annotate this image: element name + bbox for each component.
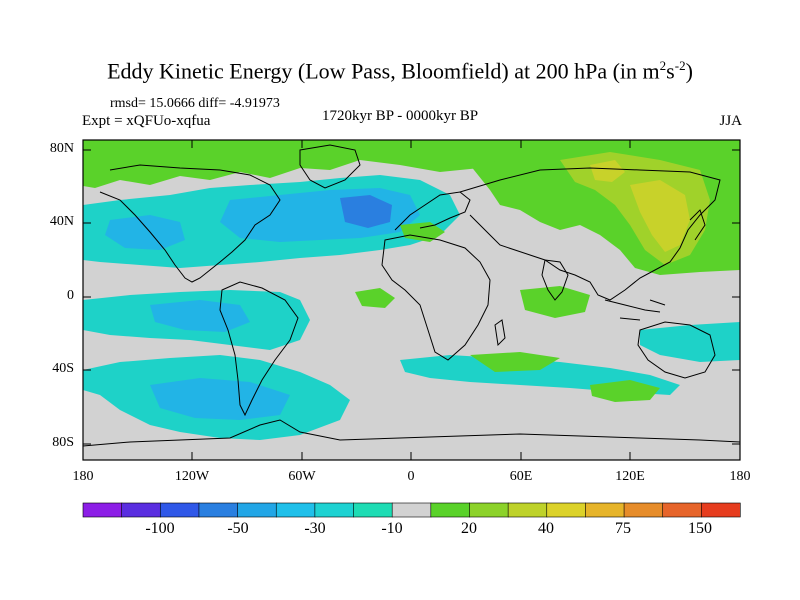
colorbar-label: -100 (145, 520, 175, 537)
negative-mid-north-pacific (105, 215, 185, 250)
colorbar-swatch (275, 502, 316, 518)
colorbar-swatch (623, 502, 664, 518)
positive-patch-atlantic (355, 288, 395, 308)
coastline-north-america (99, 164, 281, 283)
colorbar-label: 20 (461, 520, 477, 537)
colorbar-swatch (701, 502, 741, 518)
colorbar-label: -10 (381, 520, 403, 537)
coastline-africa (381, 234, 491, 361)
colorbar-swatch (662, 502, 702, 518)
coastline-greenland (299, 144, 361, 189)
colorbar-label: 40 (538, 520, 554, 537)
period-label: 1720kyr BP - 0000kyr BP (321, 108, 479, 124)
lon-label-120e: 120E (615, 469, 645, 484)
lon-label-0: 0 (407, 469, 415, 484)
colorbar (82, 502, 741, 518)
colorbar-swatch (430, 502, 471, 518)
coastline-japan (689, 209, 706, 241)
negative-mid-southern-ocean (150, 378, 290, 420)
negative-region-east-pacific (640, 322, 740, 362)
positive-peak-asia-north (590, 160, 625, 182)
colorbar-swatch (121, 502, 161, 518)
negative-mid-south-pacific (150, 300, 250, 332)
colorbar-swatch (469, 502, 509, 518)
colorbar-swatch (391, 502, 432, 518)
colorbar-label: -50 (227, 520, 249, 537)
colorbar-label: 75 (615, 520, 631, 537)
positive-patch-africa (520, 286, 590, 318)
colorbar-swatch (585, 502, 625, 518)
stats-text: rmsd= 15.0666 diff= -4.91973 (110, 96, 280, 111)
season-label: JJA (719, 113, 742, 129)
coastline-antarctica (83, 419, 740, 447)
coastlines (83, 144, 740, 447)
coastline-europe (394, 191, 471, 231)
colorbar-swatch (198, 502, 239, 518)
map-field (83, 140, 740, 460)
coastline-madagascar (494, 319, 506, 347)
map-ticks (83, 140, 740, 460)
colorbar-swatch (353, 502, 393, 518)
negative-core-north-atlantic (340, 195, 392, 228)
lon-label-60e: 60E (509, 469, 533, 484)
lat-label-40n: 40N (49, 214, 74, 229)
colorbar-swatch (507, 502, 548, 518)
coastline-asia (459, 167, 721, 301)
colorbar-label: -30 (304, 520, 326, 537)
lon-label-180e: 180 (729, 469, 751, 484)
plot-title: Eddy Kinetic Energy (Low Pass, Bloomfiel… (107, 58, 693, 84)
positive-patch-europe (400, 222, 445, 242)
lat-label-0: 0 (67, 288, 74, 303)
colorbar-swatch (159, 502, 200, 518)
lat-label-40s: 40S (52, 361, 74, 376)
colorbar-swatch (314, 502, 355, 518)
lat-label-80n: 80N (49, 141, 74, 156)
coastline-india (541, 259, 569, 301)
colorbar-label: 150 (688, 520, 712, 537)
coastline-indonesia (604, 299, 666, 321)
colorbar-swatch (546, 502, 587, 518)
lat-label-80s: 80S (52, 435, 74, 450)
colorbar-swatch (82, 502, 123, 518)
coastline-australia (637, 321, 716, 379)
lon-label-120w: 120W (174, 469, 210, 484)
lon-label-60w: 60W (288, 469, 316, 484)
lon-label-180w: 180 (72, 469, 94, 484)
positive-patch-indian (470, 352, 560, 372)
experiment-label: Expt = xQFUo-xqfua (82, 113, 211, 129)
positive-peak-asia (630, 180, 690, 252)
colorbar-swatch (237, 502, 277, 518)
positive-patch-indian-east (590, 380, 660, 402)
coastline-south-america (219, 281, 299, 417)
